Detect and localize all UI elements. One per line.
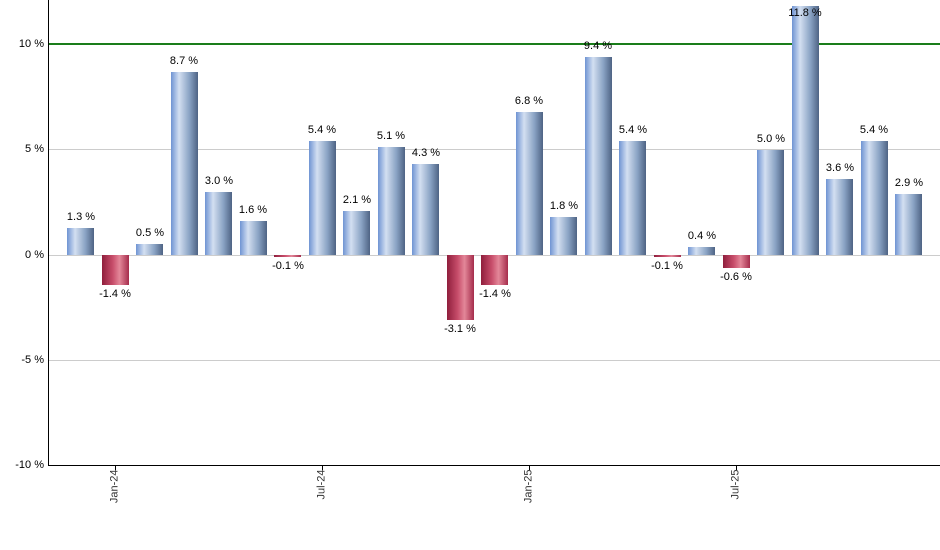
y-tick-label: -5 % [21, 354, 44, 366]
bar-value-label: 5.4 % [859, 124, 889, 136]
bar-negative [274, 255, 301, 257]
bar-positive [136, 244, 163, 255]
bar-negative [481, 255, 508, 285]
x-axis [48, 465, 940, 466]
bar-positive [343, 211, 370, 255]
bar-positive [171, 72, 198, 255]
bar-value-label: -0.6 % [720, 271, 752, 283]
bar-value-label: 9.4 % [583, 40, 613, 52]
bar-value-label: -1.4 % [99, 288, 131, 300]
bar-positive [240, 221, 267, 255]
bar-positive [688, 247, 715, 255]
bar-value-label: -0.1 % [272, 260, 304, 272]
bar-value-label: 6.8 % [514, 95, 544, 107]
bar-value-label: 1.6 % [238, 204, 268, 216]
bar-negative [723, 255, 750, 268]
bar-negative [447, 255, 474, 320]
bar-positive [67, 228, 94, 255]
x-tick-mark [529, 465, 530, 470]
y-tick-label: 10 % [18, 38, 44, 50]
bar-value-label: 2.9 % [894, 177, 924, 189]
bar-positive [757, 150, 784, 255]
bar-positive [378, 147, 405, 255]
x-tick-label: Jul-25 [729, 469, 742, 500]
bar-positive [412, 164, 439, 255]
bar-positive [585, 57, 612, 255]
bar-value-label: 3.0 % [204, 175, 234, 187]
bar-value-label: 11.8 % [788, 7, 822, 19]
bar-positive [792, 6, 819, 255]
bar-value-label: 4.3 % [411, 147, 441, 159]
bar-value-label: 5.4 % [307, 124, 337, 136]
bar-positive [861, 141, 888, 255]
y-axis [48, 0, 49, 466]
y-tick-label: 5 % [25, 143, 44, 155]
bar-value-label: 5.4 % [618, 124, 648, 136]
bar-positive [826, 179, 853, 255]
bar-value-label: -0.1 % [651, 260, 683, 272]
x-tick-mark [115, 465, 116, 470]
x-tick-label: Jan-25 [522, 469, 535, 504]
x-tick-mark [736, 465, 737, 470]
bar-value-label: -1.4 % [479, 288, 511, 300]
gridline [48, 360, 940, 361]
bar-positive [550, 217, 577, 255]
gridline [48, 149, 940, 150]
bar-value-label: 0.5 % [135, 227, 165, 239]
bar-value-label: 8.7 % [169, 55, 199, 67]
x-tick-label: Jul-24 [315, 469, 328, 500]
x-tick-label: Jan-24 [108, 469, 121, 504]
bar-positive [309, 141, 336, 255]
y-tick-label: -10 % [15, 459, 44, 471]
bar-value-label: 5.1 % [376, 130, 406, 142]
bar-positive [205, 192, 232, 255]
bar-positive [895, 194, 922, 255]
bar-positive [516, 112, 543, 255]
bar-value-label: 1.8 % [549, 200, 579, 212]
bar-negative [654, 255, 681, 257]
bar-positive [619, 141, 646, 255]
bar-value-label: 0.4 % [687, 230, 717, 242]
bar-value-label: 1.3 % [66, 211, 96, 223]
bar-value-label: -3.1 % [444, 323, 476, 335]
bar-negative [102, 255, 129, 285]
bar-value-label: 5.0 % [756, 133, 786, 145]
bar-value-label: 2.1 % [342, 194, 372, 206]
threshold-line [48, 43, 940, 45]
bar-value-label: 3.6 % [825, 162, 855, 174]
y-tick-label: 0 % [25, 249, 44, 261]
x-tick-mark [322, 465, 323, 470]
